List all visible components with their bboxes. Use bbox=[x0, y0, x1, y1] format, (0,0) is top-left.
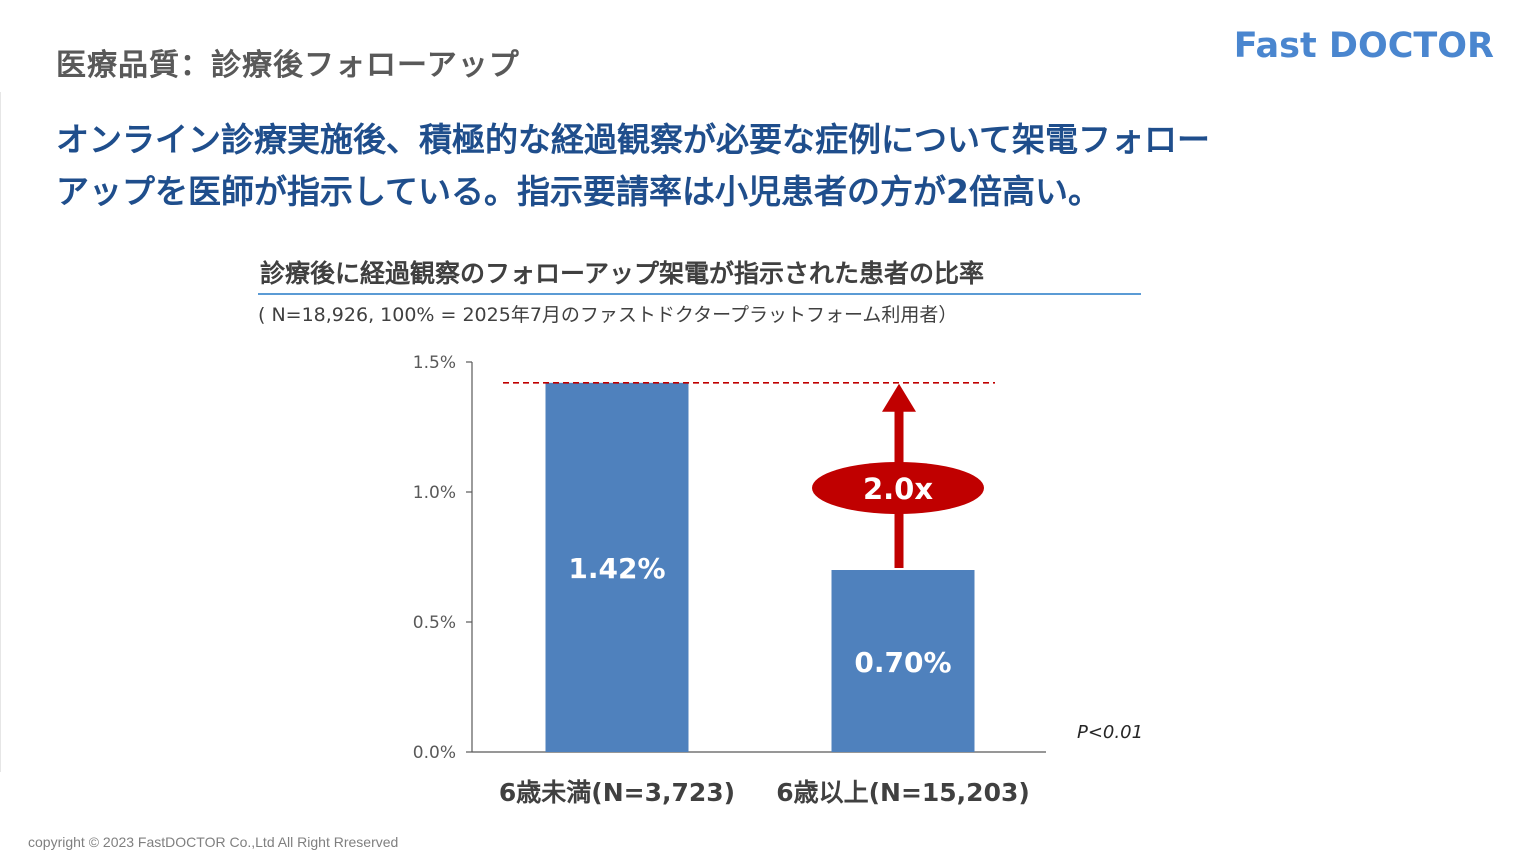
copyright-notice: copyright © 2023 FastDOCTOR Co.,Ltd All … bbox=[28, 834, 399, 850]
y-tick-label: 1.5% bbox=[413, 353, 456, 373]
bar-value-label: 1.42% bbox=[568, 552, 665, 585]
increase-arrow-head bbox=[882, 383, 916, 412]
bar-value-label: 0.70% bbox=[854, 646, 951, 679]
multiplier-label: 2.0x bbox=[863, 472, 933, 506]
bar bbox=[545, 382, 689, 752]
headline-line-1: オンライン診療実施後、積極的な経過観察が必要な症例について架電フォロー bbox=[56, 120, 1211, 159]
y-tick-label: 1.0% bbox=[413, 483, 456, 503]
chart-sample-note: ( N=18,926, 100% = 2025年7月のファストドクタープラットフ… bbox=[258, 304, 958, 326]
chart-title: 診療後に経過観察のフォローアップ架電が指示された患者の比率 bbox=[260, 259, 985, 288]
y-tick-label: 0.0% bbox=[413, 743, 456, 763]
slide-headline: オンライン診療実施後、積極的な経過観察が必要な症例について架電フォロー アップを… bbox=[56, 114, 1456, 218]
x-category-label: 6歳未満(N=3,723) bbox=[499, 778, 735, 807]
p-value-label: P<0.01 bbox=[1077, 722, 1143, 743]
y-tick-label: 0.5% bbox=[413, 613, 456, 633]
x-category-label: 6歳以上(N=15,203) bbox=[776, 778, 1030, 807]
chart-title-underline bbox=[258, 293, 1141, 295]
bar bbox=[831, 570, 975, 752]
headline-line-2: アップを医師が指示している。指示要請率は小児患者の方が2倍高い。 bbox=[56, 172, 1101, 211]
fast-doctor-logo: Fast DOCTOR bbox=[1233, 26, 1494, 66]
multiplier-badge bbox=[812, 462, 984, 514]
slide-left-edge bbox=[0, 92, 1, 772]
section-label: 医療品質：診療後フォローアップ bbox=[56, 48, 520, 83]
